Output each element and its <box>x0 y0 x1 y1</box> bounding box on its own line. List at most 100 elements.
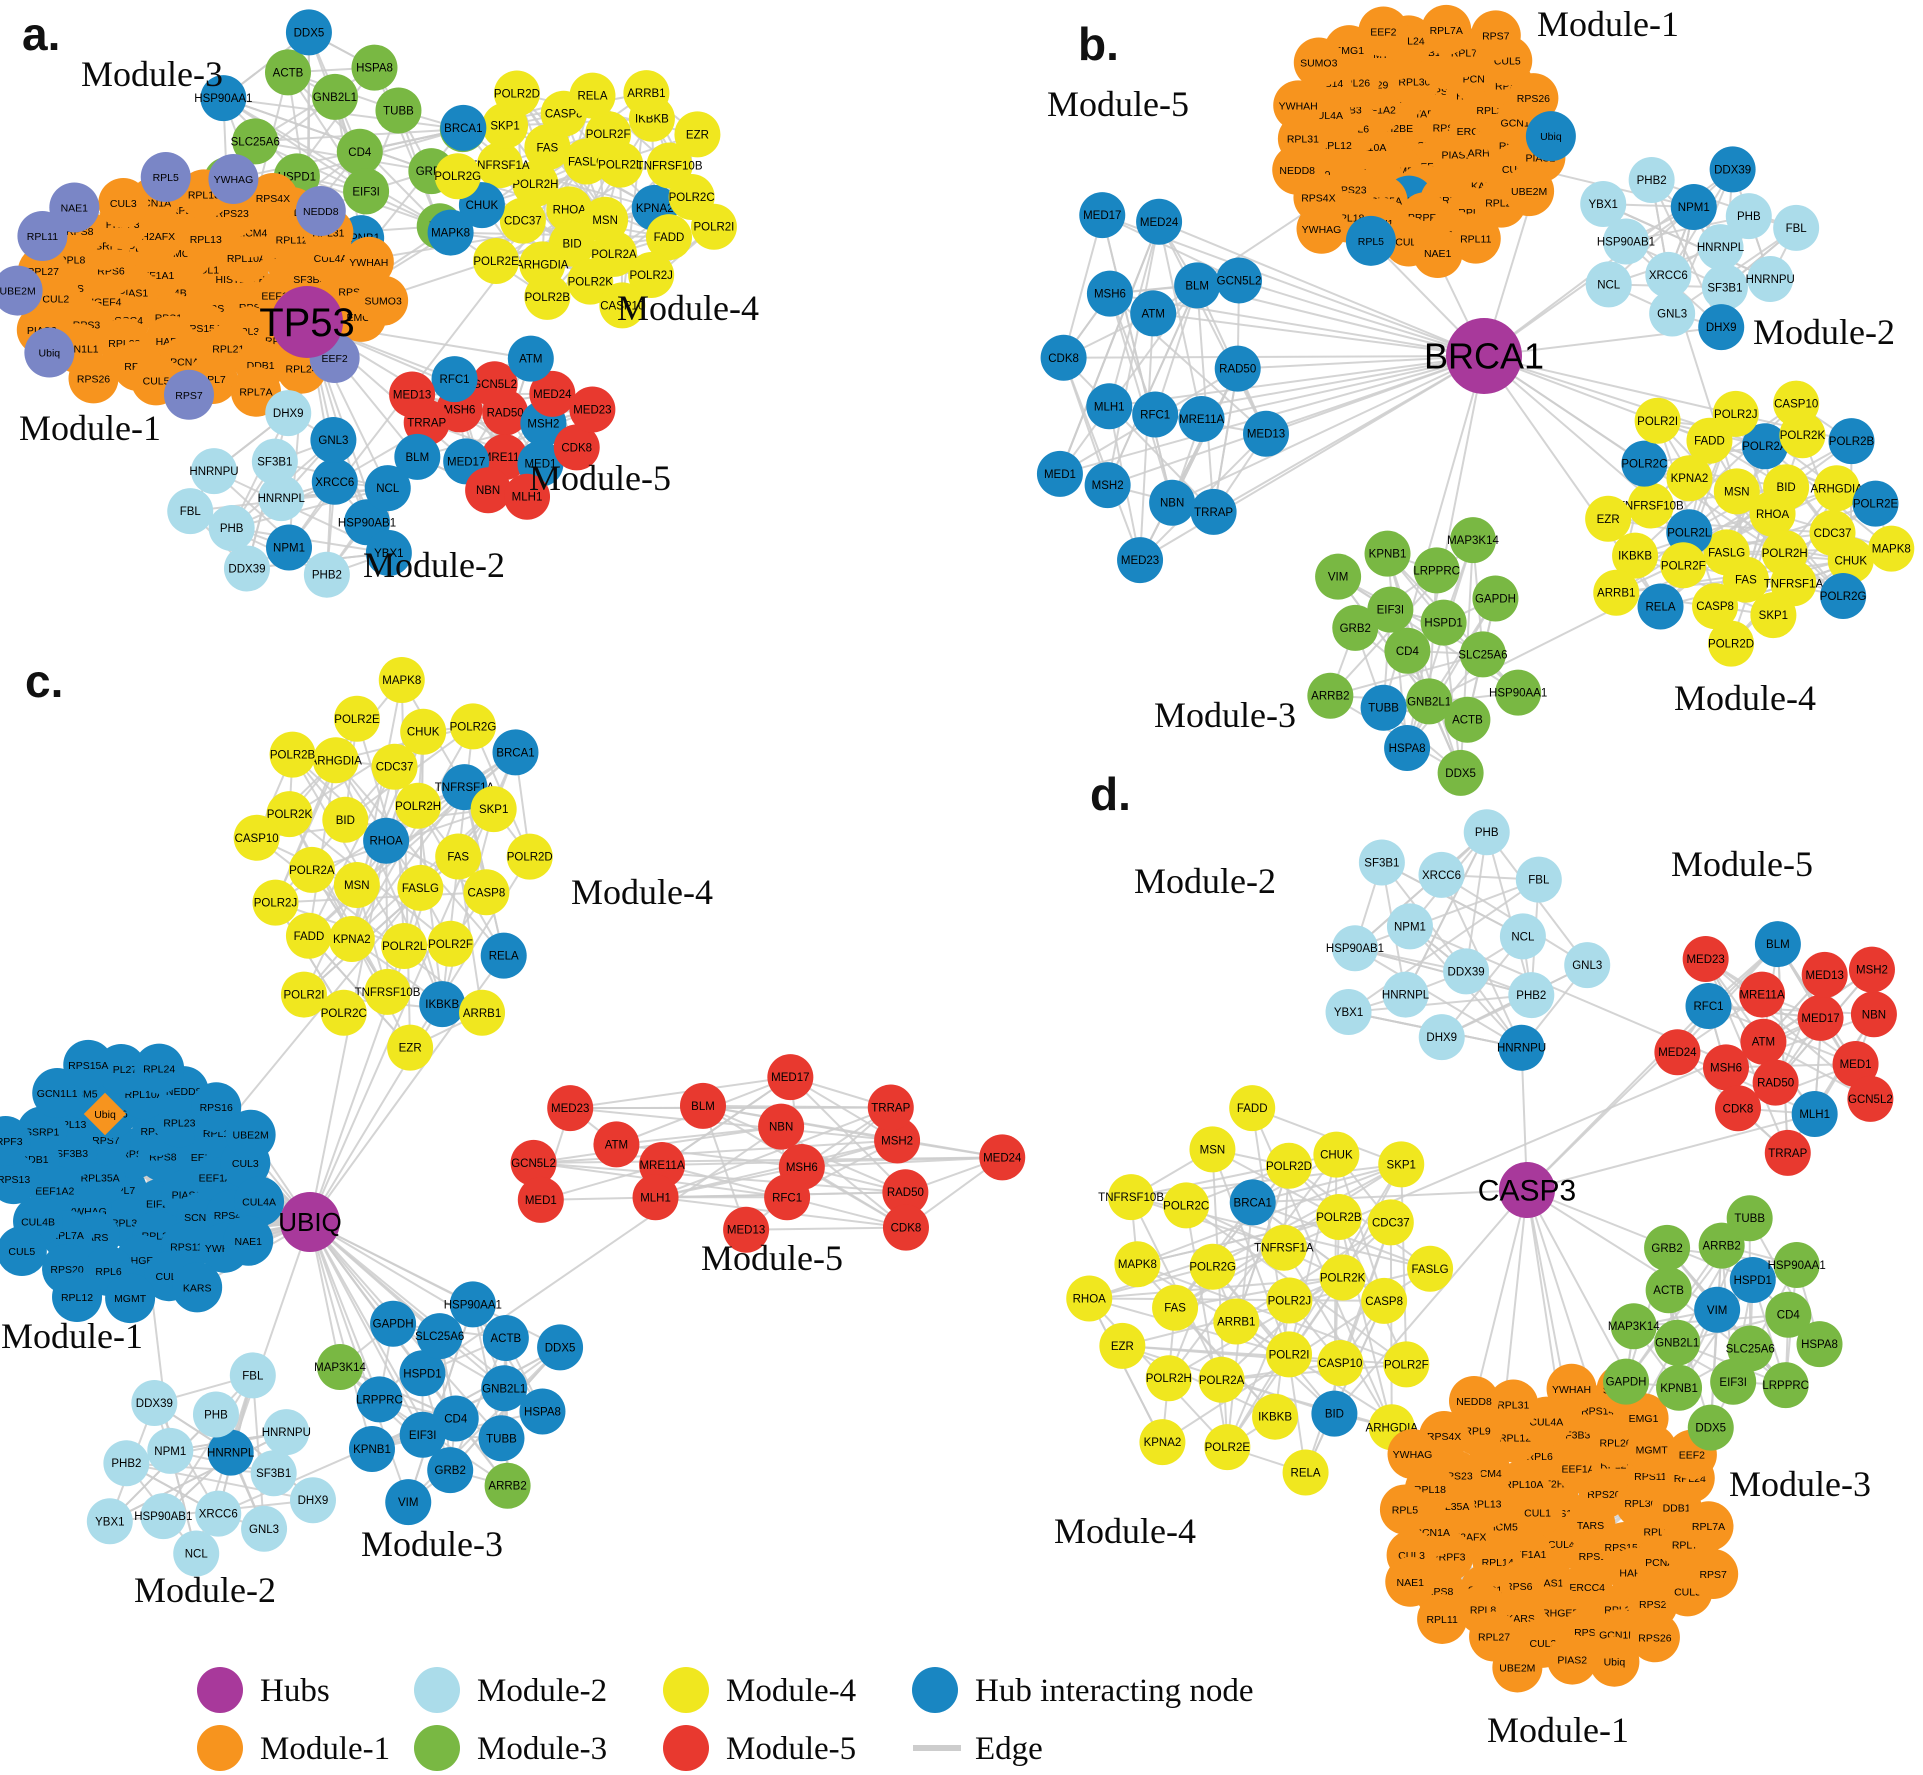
node-BLM <box>679 1082 726 1129</box>
node-FBL <box>1773 204 1820 251</box>
node-CDC37 <box>499 197 546 244</box>
node-TNFRSF10B <box>364 968 411 1015</box>
node-GCN5L2 <box>1216 257 1263 304</box>
node-FADD <box>1229 1085 1276 1132</box>
node-label: HNRNPL <box>207 1448 255 1460</box>
edge <box>540 1191 906 1201</box>
node-label: POLR2C <box>1163 1200 1209 1212</box>
node-label: LRPPRC <box>1413 565 1460 577</box>
node-label: XRCC6 <box>199 1509 238 1521</box>
node-label: MLH1 <box>640 1192 671 1204</box>
node-SF3B1 <box>251 438 298 485</box>
node-FADD <box>285 912 332 959</box>
node-KPNA2 <box>328 916 375 963</box>
edge <box>229 1221 311 1453</box>
node-ACTB <box>1444 696 1491 743</box>
node-label: TUBB <box>486 1433 517 1445</box>
edge <box>1651 179 1797 229</box>
node-RPL24 <box>134 1043 185 1094</box>
edge <box>1333 1189 1528 1415</box>
edge <box>1106 284 1199 486</box>
node-DHX9 <box>289 1477 336 1524</box>
node-label: YBX1 <box>1589 199 1618 211</box>
node-YWHAG <box>1296 203 1347 254</box>
node-label: FASLG <box>1708 547 1745 559</box>
node-GNB2L1 <box>481 1365 528 1412</box>
node-label: POLR2B <box>525 292 571 304</box>
node-DDX5 <box>1687 1404 1734 1451</box>
node-MSN <box>1189 1126 1236 1173</box>
node-label: TNFRSF1A <box>1764 578 1824 590</box>
node-NEDD8 <box>1448 1375 1499 1426</box>
node-label: ATM <box>605 1139 628 1151</box>
node-RPS15A <box>63 1039 114 1090</box>
node-label: TNFRSF1A <box>470 160 530 172</box>
node-GRB2 <box>427 1447 474 1494</box>
node-label: POLR2G <box>450 721 497 733</box>
node-label: SF3B1 <box>256 1468 291 1480</box>
node-label: GNB2L1 <box>482 1383 526 1395</box>
legend: Hubs Module-1 Module-2 Module-3 Module-4 Modu… <box>197 1667 1254 1771</box>
edge <box>570 1076 791 1110</box>
node-label: BID <box>336 815 355 827</box>
node-label: CUL5 <box>8 1246 35 1258</box>
node-NPM1 <box>1386 903 1433 950</box>
node-MSN <box>1713 468 1760 515</box>
node-label: POLR2I <box>1637 416 1678 428</box>
node-label: MED13 <box>393 389 431 401</box>
node-label: GRB2 <box>1340 623 1371 635</box>
node-IKBKB <box>1252 1393 1299 1440</box>
edge <box>1221 1378 1393 1429</box>
node-TUBB <box>1726 1195 1773 1242</box>
node-label: POLR2L <box>598 160 643 172</box>
node-label: RPL24 <box>143 1064 175 1076</box>
node-label: ATM <box>519 354 542 366</box>
node-NBN <box>1149 479 1196 526</box>
node-label: POLR2I <box>284 990 325 1002</box>
hub-node-ubiq <box>280 1192 340 1252</box>
node-label: POLR2F <box>428 939 473 951</box>
node-BID <box>322 796 369 843</box>
node-label: RPL7A <box>239 387 272 399</box>
node-PHB2 <box>1508 972 1555 1019</box>
node-Ubiq <box>83 1092 127 1136</box>
edge <box>655 1106 892 1199</box>
edge <box>1158 221 1203 420</box>
node-label: PHB <box>1475 827 1499 839</box>
node-label: YBX1 <box>95 1516 124 1528</box>
node-label: BRCA1 <box>444 123 482 135</box>
node-label: ARRB2 <box>488 1481 526 1493</box>
node-TUBB <box>478 1415 525 1462</box>
node-POLR2I <box>1634 397 1681 444</box>
node-label: RPL7A <box>1692 1521 1725 1533</box>
edge <box>109 1431 287 1523</box>
node-MSH2 <box>1848 946 1895 993</box>
node-label: EEF1A2 <box>1561 1463 1600 1475</box>
node-POLR2C <box>1163 1182 1210 1229</box>
node-EIF3I <box>1710 1358 1757 1405</box>
panel-c: RHOA FASLG MSN POLR2H POLR2L BID FAS KPNA2 CDC37… <box>0 655 1026 1610</box>
node-EZR <box>1099 1322 1146 1369</box>
node-RAD50 <box>1214 345 1261 392</box>
node-PRPF3 <box>0 1116 31 1167</box>
node-label: RPL5 <box>1392 1505 1418 1517</box>
edge <box>1602 203 1771 280</box>
node-label: POLR2K <box>1320 1273 1366 1285</box>
node-MED23 <box>1117 537 1164 584</box>
node-label: MAPK8 <box>1872 544 1911 556</box>
node-label: RPL27 <box>105 1064 137 1076</box>
node-label: XRCC6 <box>1649 270 1688 282</box>
legend-dot-hub-interacting-node <box>912 1667 958 1713</box>
node-IKBKB <box>419 981 466 1028</box>
legend-dot-module-5 <box>663 1725 709 1771</box>
node-GCN5L2 <box>510 1139 557 1186</box>
node-label: TNFRSF10B <box>355 987 421 999</box>
legend-dot-module-2 <box>414 1667 460 1713</box>
node-CDK8 <box>553 424 600 471</box>
node-label: POLR2G <box>1820 591 1867 603</box>
node-label: BID <box>562 239 581 251</box>
node-label: POLR2B <box>270 750 316 762</box>
node-GAPDH <box>370 1300 417 1347</box>
node-label: ARRB2 <box>1702 1241 1740 1253</box>
node-CASP10 <box>1773 380 1820 427</box>
